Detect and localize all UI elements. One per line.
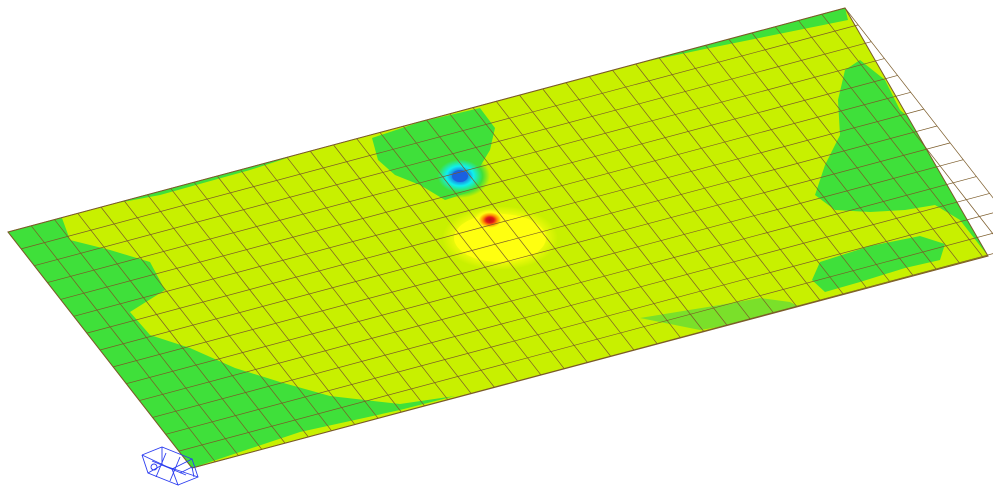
mesh-line-row xyxy=(34,41,872,267)
slab-outline xyxy=(7,7,989,469)
contour-region-green-left xyxy=(8,218,455,468)
mesh-line-row xyxy=(47,58,885,283)
mesh-line-row xyxy=(73,91,911,317)
mesh-line-row xyxy=(139,176,977,401)
contour-region-green-right xyxy=(815,8,988,256)
mesh-line-row xyxy=(113,142,951,368)
mesh-line-row xyxy=(21,24,859,250)
mesh-line-row xyxy=(86,108,924,334)
mesh-line-row xyxy=(178,232,993,452)
mesh-line-row xyxy=(60,75,898,300)
axis-triad-icon xyxy=(141,446,199,486)
mesh-line-row xyxy=(165,212,993,435)
contour-field xyxy=(8,8,988,468)
contour-region-green-bottom-edge xyxy=(640,298,810,330)
mesh-line-row xyxy=(99,125,938,351)
mesh-line-row xyxy=(126,159,964,385)
mesh-line-row xyxy=(152,193,990,418)
hot-spot-marker xyxy=(474,209,506,231)
